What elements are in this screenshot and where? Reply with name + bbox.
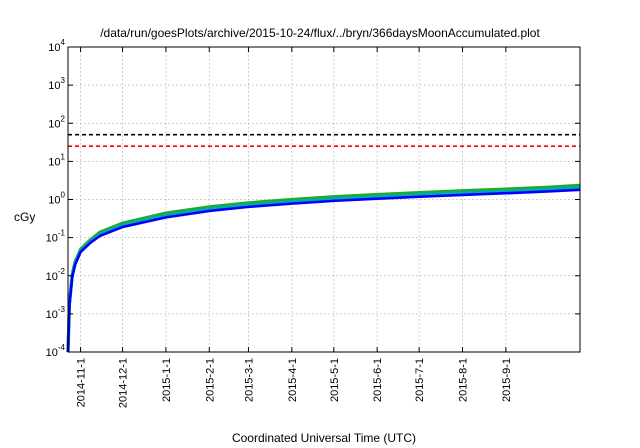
x-tick-label: 2015-5-1 xyxy=(329,358,341,402)
y-tick-label: 103 xyxy=(48,76,65,92)
chart-title: /data/run/goesPlots/archive/2015-10-24/f… xyxy=(100,26,540,40)
y-tick-label: 10-1 xyxy=(46,229,66,245)
x-tick-label: 2015-7-1 xyxy=(414,358,426,402)
y-tick-label: 100 xyxy=(48,191,65,207)
x-tick-label: 2014-11-1 xyxy=(76,358,88,407)
series-line xyxy=(66,183,581,353)
x-tick-label: 2015-2-1 xyxy=(204,358,216,402)
y-tick-label: 10-4 xyxy=(46,343,66,359)
x-tick-label: 2015-6-1 xyxy=(372,358,384,402)
x-tick-label: 2014-12-1 xyxy=(118,358,130,408)
y-tick-label: 102 xyxy=(48,114,65,130)
y-axis-label: cGy xyxy=(14,210,36,224)
y-tick-label: 101 xyxy=(48,152,65,168)
y-tick-label: 104 xyxy=(48,38,65,54)
x-tick-label: 2015-4-1 xyxy=(287,358,299,402)
series-line xyxy=(66,186,581,353)
x-tick-label: 2015-8-1 xyxy=(458,358,470,402)
series-line xyxy=(66,188,581,353)
x-axis-label: Coordinated Universal Time (UTC) xyxy=(231,431,417,445)
x-tick-label: 2015-1-1 xyxy=(161,358,173,402)
x-tick-label: 2015-3-1 xyxy=(244,358,256,402)
y-tick-label: 10-3 xyxy=(46,305,66,321)
x-tick-label: 2015-9-1 xyxy=(501,358,513,402)
y-tick-label: 10-2 xyxy=(46,267,66,283)
